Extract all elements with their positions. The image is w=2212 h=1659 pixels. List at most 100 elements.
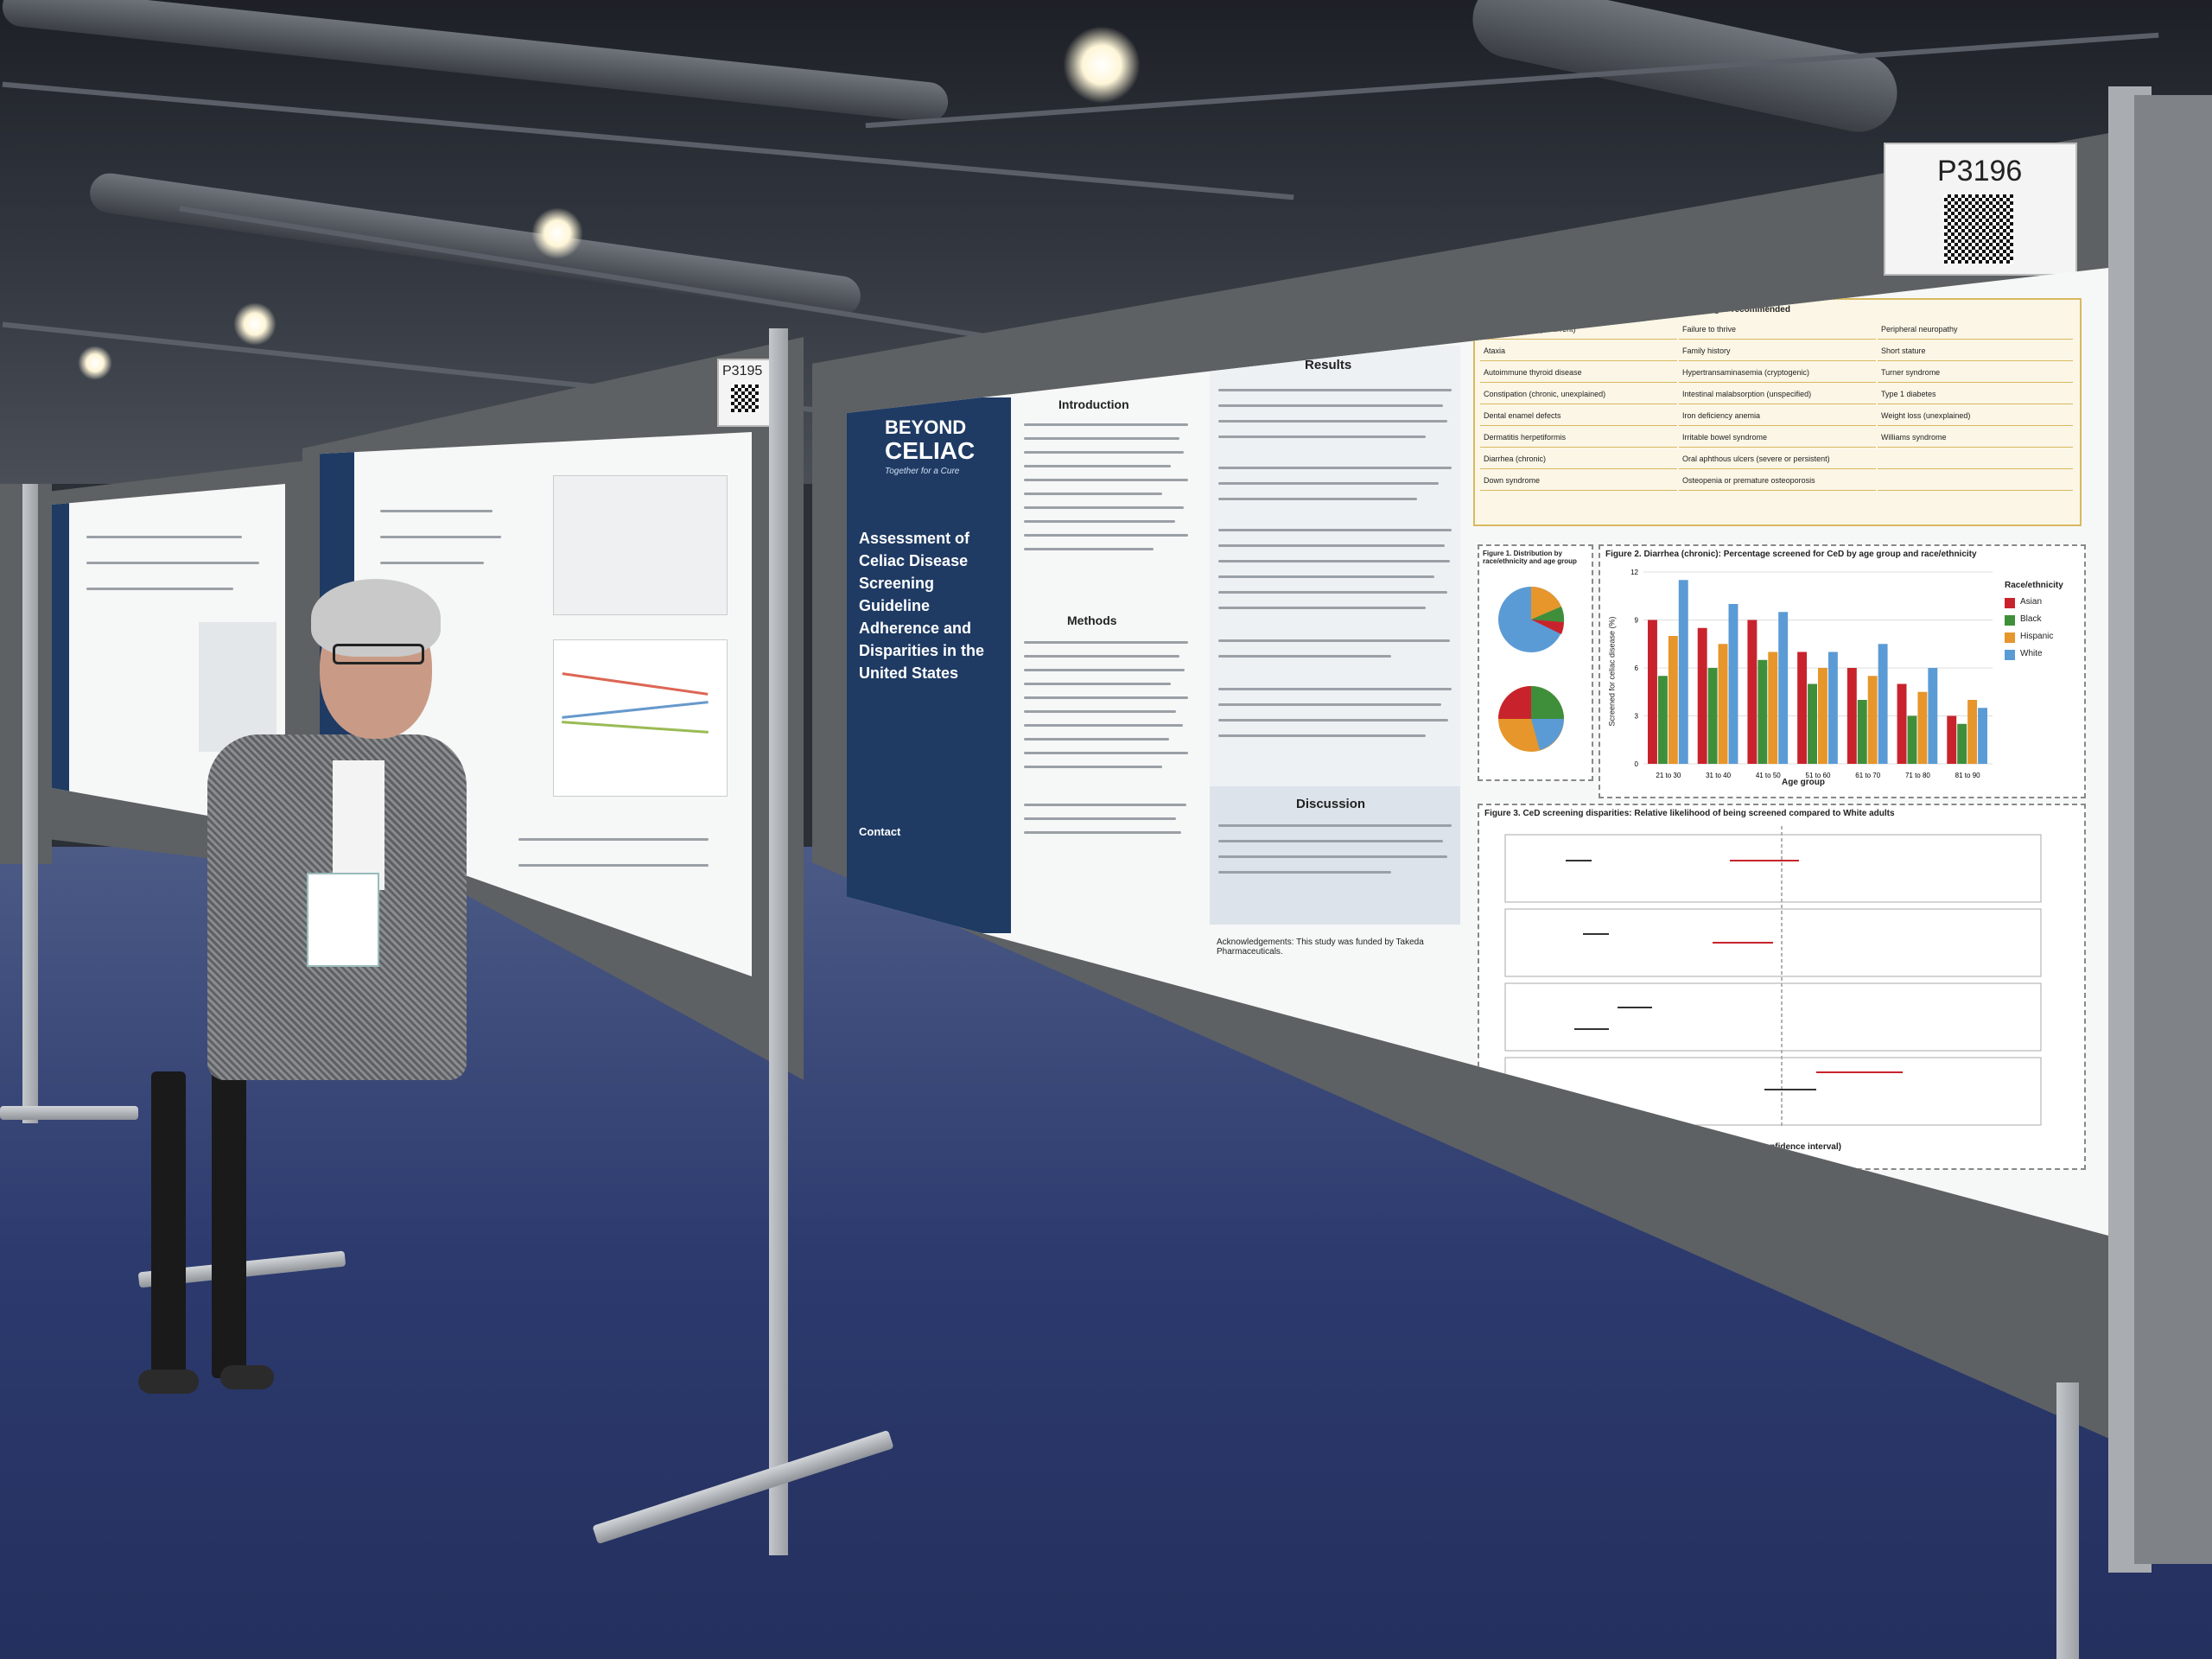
bar-hispanic — [1818, 668, 1827, 764]
board-number-sign: P3195 — [717, 359, 772, 427]
person-leg-right — [212, 1071, 246, 1378]
y-tick-label: 3 — [1635, 713, 1639, 721]
table-cell: Williams syndrome — [1878, 429, 2073, 448]
contact-heading: Contact — [859, 825, 901, 838]
legend-label-asian: Asian — [2020, 597, 2043, 607]
pie-slice — [1531, 586, 1561, 620]
bar-white — [1778, 612, 1789, 764]
board-number: P3195 — [722, 364, 763, 378]
bar-asian — [1947, 715, 1957, 764]
x-tick-label: 41 to 50 — [1756, 772, 1781, 779]
legend-title: Race/ethnicity — [2005, 581, 2063, 590]
board-number-sign: P3196 — [1884, 143, 2077, 276]
discussion-heading: Discussion — [1296, 797, 1366, 811]
table-cell: Ataxia — [1480, 342, 1677, 361]
ceiling-light — [1063, 26, 1141, 104]
plot-panel — [1504, 982, 2042, 1052]
bar-black — [1657, 676, 1668, 764]
table-cell: Oral aphthous ulcers (severe or persiste… — [1679, 450, 1876, 469]
fig1-pies — [1498, 586, 1565, 752]
fig2-legend: Race/ethnicity Asian Black Hispanic Whit… — [2005, 581, 2082, 684]
bar-hispanic — [1917, 691, 1928, 764]
logo-line1: BEYOND — [885, 416, 967, 438]
qr-code — [1944, 194, 2013, 264]
x-tick-label: 61 to 70 — [1855, 772, 1880, 779]
bar-hispanic — [1967, 700, 1978, 764]
next-board-edge — [2134, 95, 2212, 1564]
table-cell: Irritable bowel syndrome — [1679, 429, 1876, 448]
board-leg — [2056, 1382, 2079, 1659]
ceiling-light — [531, 207, 583, 259]
table-cell — [1878, 450, 2073, 469]
legend-swatch-white — [2005, 650, 2015, 660]
table-cell: Constipation (chronic, unexplained) — [1480, 385, 1677, 404]
bar-asian — [1697, 627, 1707, 764]
poster-title: Assessment of Celiac Disease Screening G… — [859, 530, 985, 682]
fig3-forest-plot — [1504, 826, 2042, 1128]
methods-heading: Methods — [1067, 613, 1117, 627]
legend-swatch-asian — [2005, 598, 2015, 608]
person-shirt — [333, 760, 385, 890]
bar-black — [1707, 668, 1718, 764]
table-cell: Dental enamel defects — [1480, 407, 1677, 426]
bar-black — [1957, 723, 1967, 764]
figure2: Figure 2. Diarrhea (chronic): Percentage… — [1599, 544, 2086, 798]
bar-white — [1878, 644, 1888, 764]
table-cell: Osteopenia or premature osteoporosis — [1679, 472, 1876, 491]
y-tick-label: 6 — [1635, 664, 1639, 672]
table-cell: Diarrhea (chronic) — [1480, 450, 1677, 469]
table-cell: Family history — [1679, 342, 1876, 361]
table-cell — [1878, 472, 2073, 491]
fig1-title: Figure 1. Distribution by race/ethnicity… — [1483, 550, 1577, 565]
intro-heading: Introduction — [1058, 397, 1129, 411]
x-tick-label: 21 to 30 — [1656, 772, 1681, 779]
y-tick-label: 0 — [1635, 760, 1639, 768]
table-cell: Intestinal malabsorption (unspecified) — [1679, 385, 1876, 404]
legend-swatch-black — [2005, 615, 2015, 626]
ceiling-light — [78, 346, 112, 380]
fig2-chart: 0 3 6 9 12 21 to 30 31 to 40 41 to 50 51 to 60 61… — [1630, 569, 1993, 779]
ceiling-duct — [0, 0, 950, 124]
bar-white — [1978, 708, 1987, 764]
conditions-table: Table 1. Conditions where celiac disease… — [1473, 298, 2082, 526]
person-name-badge — [307, 873, 379, 967]
board-leg — [769, 328, 788, 1555]
person-glasses — [333, 644, 424, 664]
table-cell: Iron deficiency anemia — [1679, 407, 1876, 426]
bar-hispanic — [1668, 636, 1678, 764]
bar-black — [1808, 683, 1817, 764]
bar-white — [1678, 580, 1688, 764]
pie-slice — [1498, 686, 1531, 719]
bar-white — [1728, 604, 1738, 764]
legend-label-hispanic: Hispanic — [2020, 632, 2054, 641]
logo-tagline: Together for a Cure — [885, 467, 960, 476]
y-tick-label: 12 — [1630, 569, 1638, 576]
person-leg-left — [151, 1071, 186, 1378]
pie-slice — [1531, 620, 1564, 634]
fig2-xlabel: Age group — [1782, 778, 1825, 787]
ceiling-light — [233, 302, 276, 346]
fig2-title: Figure 2. Diarrhea (chronic): Percentage… — [1605, 550, 1977, 559]
figure1: Figure 1. Distribution by race/ethnicity… — [1478, 544, 1593, 781]
discussion-box: Discussion — [1210, 786, 1460, 925]
plot-panel — [1504, 834, 2042, 903]
table-cell: Hypertransaminasemia (cryptogenic) — [1679, 364, 1876, 383]
pie-slice — [1531, 607, 1565, 622]
bar-hispanic — [1718, 644, 1728, 764]
board-number: P3196 — [1937, 155, 2023, 188]
pie-slice — [1531, 686, 1564, 719]
qr-code — [731, 385, 759, 412]
acknowledgements: Acknowledgements: This study was funded … — [1217, 938, 1424, 957]
bar-asian — [1897, 683, 1907, 764]
board-foot — [0, 1106, 138, 1120]
bar-white — [1928, 668, 1938, 764]
table-cell: Failure to thrive — [1679, 321, 1876, 340]
intro-methods-column: Introduction Methods — [1024, 389, 1197, 942]
logo-line2: CELIAC — [885, 437, 976, 464]
fig2-ylabel: Screened for celiac disease (%) — [1607, 616, 1617, 727]
table-cell: Type 1 diabetes — [1878, 385, 2073, 404]
bar-asian — [1648, 620, 1657, 764]
table-body: Abdominal pain (recurrent)Failure to thr… — [1480, 321, 2075, 493]
x-tick-label: 51 to 60 — [1806, 772, 1831, 779]
bar-black — [1758, 659, 1768, 764]
